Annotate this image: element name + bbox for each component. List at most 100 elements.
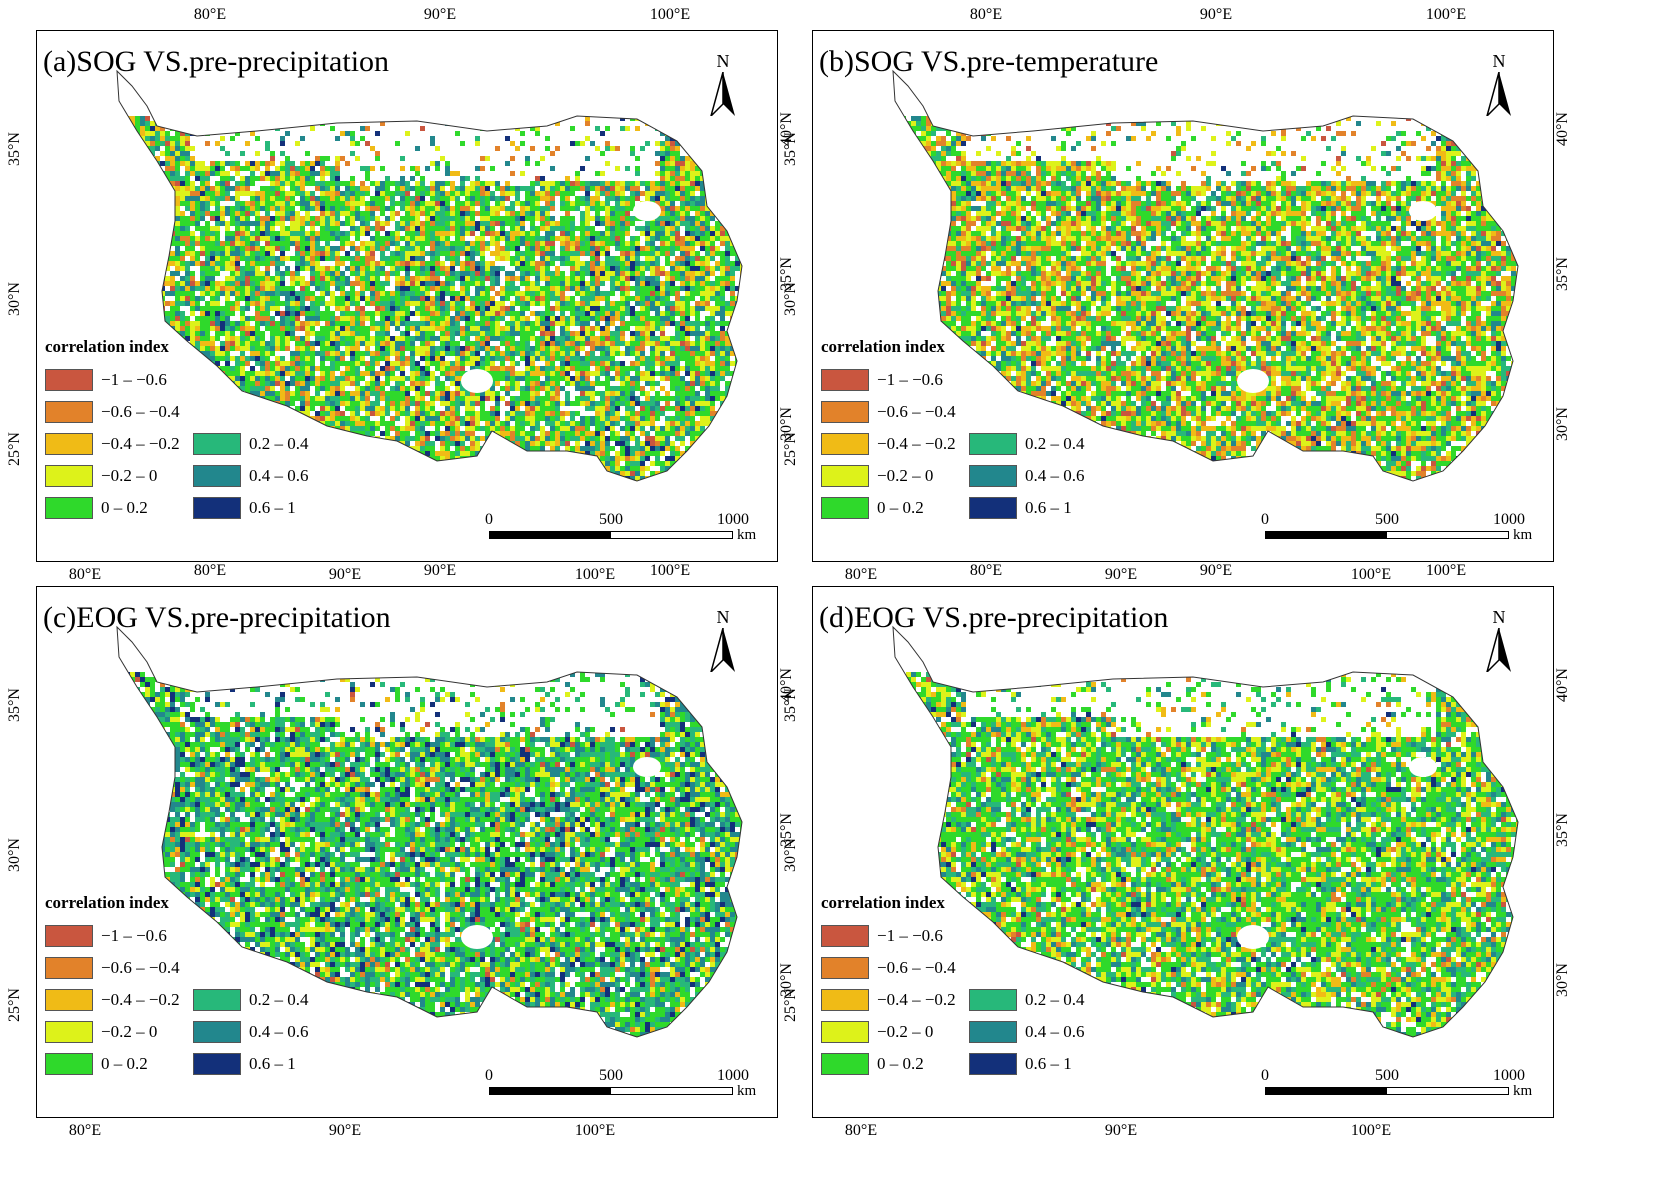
plateau-boundary: [892, 625, 1519, 1038]
legend-swatch: [45, 1021, 93, 1043]
legend-item: 0 – 0.2: [821, 1053, 924, 1075]
legend-swatch: [969, 1053, 1017, 1075]
lat-label-left: 35°N: [6, 688, 24, 722]
scale-unit: km: [1513, 1083, 1532, 1100]
north-arrow-icon: [709, 627, 735, 675]
lat-label-right: 35°N: [1554, 813, 1572, 847]
lon-label-top: 90°E: [424, 562, 456, 580]
north-letter: N: [703, 51, 743, 72]
lat-label-right: 40°N: [1554, 112, 1572, 146]
lon-label-top: 80°E: [970, 562, 1002, 580]
scale-tick-label: 1000: [717, 511, 749, 529]
scale-bar-fill: [489, 1087, 611, 1095]
legend-swatch: [193, 989, 241, 1011]
legend-swatch: [969, 1021, 1017, 1043]
legend-item: −0.2 – 0: [45, 1021, 157, 1043]
legend-label: −1 – −0.6: [877, 926, 943, 946]
legend-label: 0.2 – 0.4: [1025, 990, 1085, 1010]
lake-no-data: [633, 201, 661, 221]
lon-label-bottom: 90°E: [1105, 1122, 1137, 1140]
legend-title: correlation index: [821, 337, 945, 357]
plateau-map: [892, 69, 1519, 482]
scale-bar-fill: [489, 531, 611, 539]
lat-label-right: 30°N: [1554, 963, 1572, 997]
legend-label: −0.2 – 0: [877, 466, 933, 486]
legend-label: −1 – −0.6: [101, 370, 167, 390]
lon-label-top: 90°E: [424, 6, 456, 24]
legend: correlation index −1 – −0.6 −0.6 – −0.4 −0.…: [821, 337, 1085, 519]
lat-label-left: 30°N: [6, 838, 24, 872]
legend-item: −1 – −0.6: [45, 925, 167, 947]
lon-label-bottom: 80°E: [69, 1122, 101, 1140]
legend-label: −0.6 – −0.4: [877, 402, 956, 422]
lon-label-bottom: 90°E: [329, 1122, 361, 1140]
legend-label: 0.4 – 0.6: [1025, 466, 1085, 486]
lake-no-data: [1409, 201, 1437, 221]
scale-tick-label: 500: [599, 1067, 623, 1085]
lon-label-top: 90°E: [1200, 6, 1232, 24]
legend-swatch: [45, 401, 93, 423]
lat-label-left: 35°N: [782, 688, 800, 722]
legend-label: −0.4 – −0.2: [101, 434, 180, 454]
lon-label-top: 100°E: [1426, 562, 1466, 580]
north-arrow-icon: [1485, 627, 1511, 675]
legend-item: 0.4 – 0.6: [193, 1021, 309, 1043]
scale-tick-label: 500: [1375, 511, 1399, 529]
legend-swatch: [193, 433, 241, 455]
scale-tick-label: 500: [599, 511, 623, 529]
plateau-boundary: [892, 69, 1519, 482]
legend-label: −0.4 – −0.2: [877, 434, 956, 454]
lake-no-data: [461, 925, 493, 949]
legend-label: 0.6 – 1: [249, 1054, 296, 1074]
legend-title: correlation index: [45, 337, 169, 357]
scale-tick-label: 0: [1261, 511, 1269, 529]
legend-label: −0.6 – −0.4: [101, 402, 180, 422]
lake-no-data: [461, 369, 493, 393]
legend-swatch: [821, 989, 869, 1011]
scale-tick-label: 1000: [1493, 1067, 1525, 1085]
legend-label: −0.6 – −0.4: [101, 958, 180, 978]
correlation-raster: [117, 116, 742, 481]
legend-swatch: [193, 465, 241, 487]
scale-bar: 0 500 1000 km: [1261, 511, 1532, 551]
legend-label: −0.2 – 0: [101, 466, 157, 486]
lat-label-left: 25°N: [6, 432, 24, 466]
scale-tick-label: 500: [1375, 1067, 1399, 1085]
legend-swatch: [821, 1053, 869, 1075]
legend-label: 0 – 0.2: [101, 498, 148, 518]
plateau-map: [116, 625, 743, 1038]
legend-item: −0.2 – 0: [821, 465, 933, 487]
legend-title: correlation index: [821, 893, 945, 913]
legend-item: −0.2 – 0: [45, 465, 157, 487]
legend-item: −0.4 – −0.2: [45, 433, 180, 455]
scale-unit: km: [737, 527, 756, 544]
map-panel: 80°E 80°E 90°E 90°E 100°E 100°E 35°N 30°N 25°N 40…: [0, 556, 795, 1146]
legend-swatch: [821, 925, 869, 947]
scale-bar-fill: [1265, 1087, 1387, 1095]
lon-label-top: 100°E: [650, 6, 690, 24]
lon-label-top: 80°E: [194, 6, 226, 24]
legend-swatch: [193, 1021, 241, 1043]
plateau-boundary: [116, 625, 743, 1038]
legend-label: −0.4 – −0.2: [101, 990, 180, 1010]
lon-label-bottom: 80°E: [845, 1122, 877, 1140]
north-arrow: N: [703, 607, 743, 677]
lat-label-left: 30°N: [782, 282, 800, 316]
lat-label-right: 40°N: [1554, 668, 1572, 702]
legend-item: 0.4 – 0.6: [969, 465, 1085, 487]
legend-label: −0.6 – −0.4: [877, 958, 956, 978]
legend-item: 0.6 – 1: [193, 497, 296, 519]
lon-label-bottom: 100°E: [575, 1122, 615, 1140]
lon-label-top: 80°E: [970, 6, 1002, 24]
legend-swatch: [45, 957, 93, 979]
lat-label-left: 25°N: [6, 988, 24, 1022]
legend-label: 0.4 – 0.6: [249, 1022, 309, 1042]
legend-item: −0.2 – 0: [821, 1021, 933, 1043]
legend-item: 0.4 – 0.6: [193, 465, 309, 487]
lat-label-right: 35°N: [1554, 257, 1572, 291]
scale-tick-label: 0: [485, 1067, 493, 1085]
legend-label: 0.2 – 0.4: [249, 990, 309, 1010]
lon-label-top: 80°E: [194, 562, 226, 580]
